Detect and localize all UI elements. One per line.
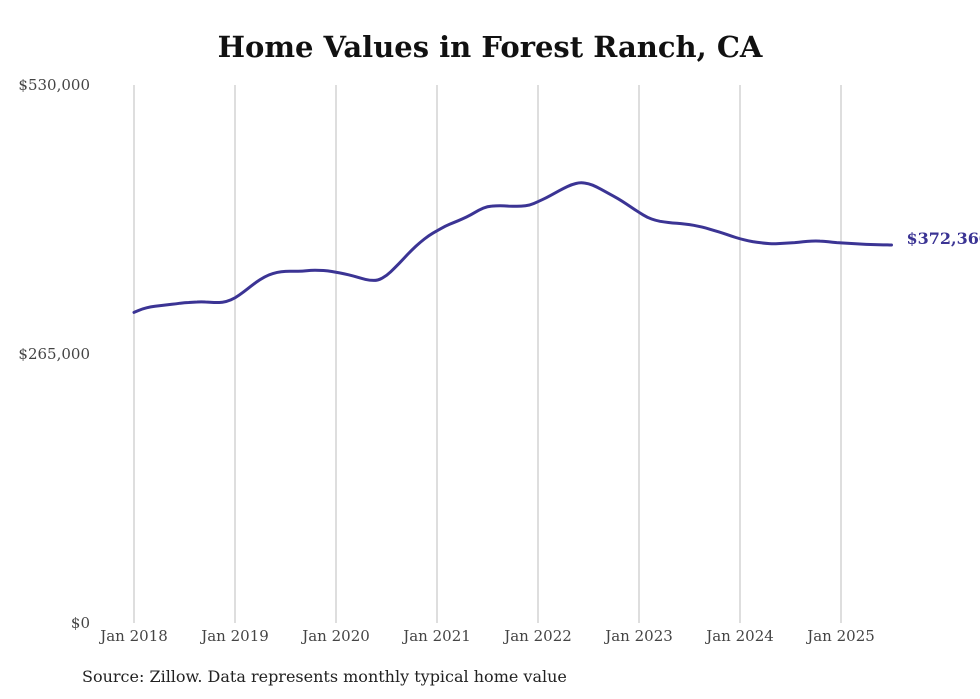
source-note: Source: Zillow. Data represents monthly … bbox=[82, 667, 567, 686]
x-tick-label: Jan 2020 bbox=[300, 627, 370, 645]
x-tick-label: Jan 2019 bbox=[199, 627, 269, 645]
x-tick-label: Jan 2018 bbox=[98, 627, 168, 645]
x-tick-label: Jan 2025 bbox=[805, 627, 875, 645]
x-tick-label: Jan 2024 bbox=[704, 627, 774, 645]
y-tick-label: $530,000 bbox=[18, 76, 90, 94]
x-tick-label: Jan 2021 bbox=[401, 627, 471, 645]
chart-title: Home Values in Forest Ranch, CA bbox=[217, 30, 763, 64]
end-value-label: $372,360 bbox=[907, 229, 980, 248]
series-line bbox=[132, 181, 893, 314]
series-layer: $372,360 bbox=[132, 181, 980, 314]
grid-lines bbox=[133, 85, 842, 623]
y-axis-ticks: $0 $265,000 $530,000 bbox=[18, 76, 90, 632]
x-tick-label: Jan 2023 bbox=[603, 627, 673, 645]
y-tick-label: $265,000 bbox=[18, 345, 90, 363]
x-tick-label: Jan 2022 bbox=[502, 627, 572, 645]
y-tick-label: $0 bbox=[71, 614, 90, 632]
x-axis-ticks: Jan 2018 Jan 2019 Jan 2020 Jan 2021 Jan 2022… bbox=[98, 627, 875, 645]
